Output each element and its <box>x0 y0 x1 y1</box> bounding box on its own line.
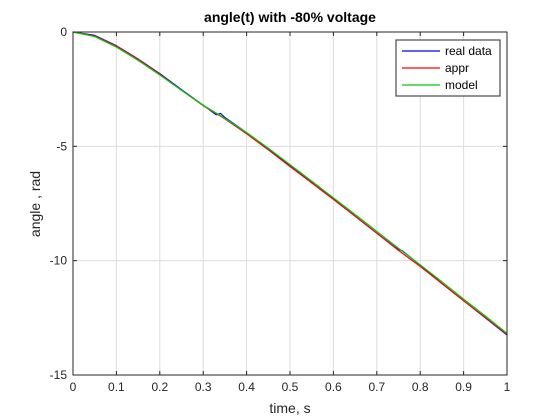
y-tick-label: -15 <box>50 368 68 382</box>
x-tick-label: 0.3 <box>195 380 212 394</box>
x-tick-label: 0.1 <box>108 380 125 394</box>
legend-label-model: model <box>445 78 478 92</box>
y-tick-label: -10 <box>50 254 68 268</box>
x-tick-label: 1 <box>504 380 511 394</box>
x-tick-labels: 0 0.1 0.2 0.3 0.4 0.5 0.6 0.7 0.8 0.9 1 <box>70 380 511 394</box>
series-line-appr <box>72 31 508 335</box>
x-tick-label: 0.7 <box>368 380 385 394</box>
legend: real data appr model <box>395 39 501 97</box>
x-axis-label: time, s <box>269 400 310 416</box>
chart-title: angle(t) with -80% voltage <box>204 9 376 25</box>
legend-label-appr: appr <box>445 61 469 75</box>
x-tick-label: 0.2 <box>151 380 168 394</box>
y-tick-label: 0 <box>60 25 67 39</box>
y-tick-label: -5 <box>56 139 67 153</box>
x-tick-label: 0.5 <box>282 380 299 394</box>
x-tick-label: 0.4 <box>238 380 255 394</box>
x-tick-label: 0.6 <box>325 380 342 394</box>
legend-label-real-data: real data <box>445 44 492 58</box>
y-axis-label: angle , rad <box>27 171 43 237</box>
x-tick-label: 0 <box>70 380 77 394</box>
axes-box <box>72 31 508 376</box>
y-tick-labels: 0 -5 -10 -15 <box>50 25 68 382</box>
x-tick-label: 0.9 <box>455 380 472 394</box>
x-tick-label: 0.8 <box>412 380 429 394</box>
series-line-model <box>72 31 508 334</box>
series-group <box>72 31 508 336</box>
